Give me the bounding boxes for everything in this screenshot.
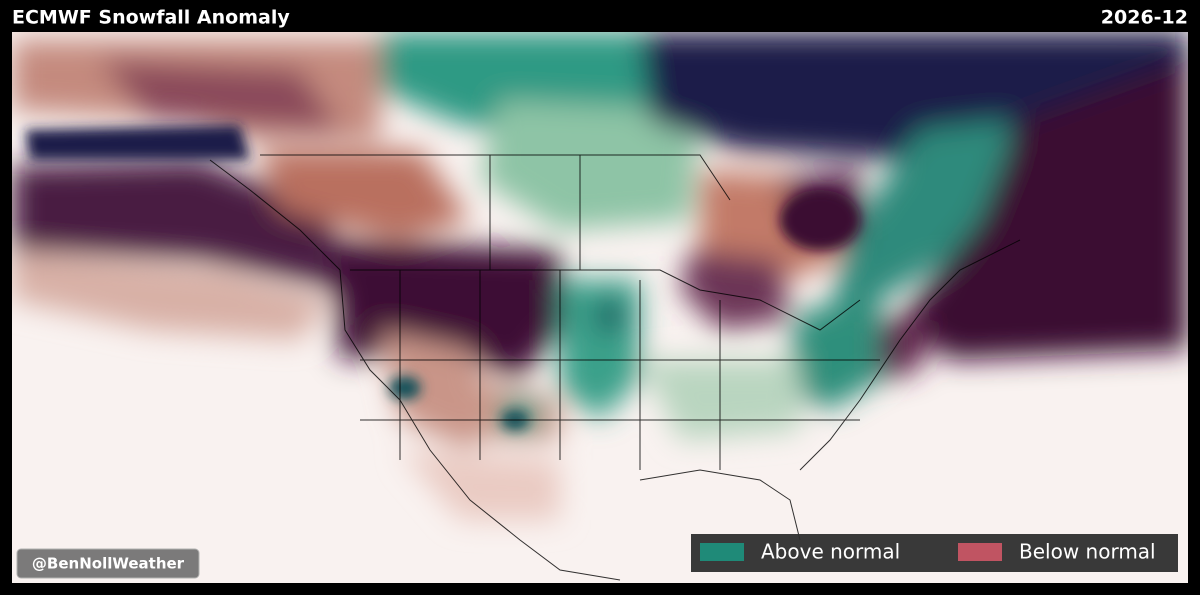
date: 2026-12: [1101, 7, 1188, 29]
title: ECMWF Snowfall Anomaly: [12, 7, 290, 29]
credit-box: [16, 548, 200, 579]
legend-box: [691, 534, 1178, 572]
legend-label: Below normal: [1019, 540, 1156, 564]
legend-swatch: [958, 543, 1002, 561]
legend-label: Above normal: [761, 540, 900, 564]
anomaly-field: [12, 32, 1188, 583]
credit: @BenNollWeather: [32, 555, 185, 573]
legend-swatch: [700, 543, 744, 561]
coastlines: [209, 154, 1021, 581]
